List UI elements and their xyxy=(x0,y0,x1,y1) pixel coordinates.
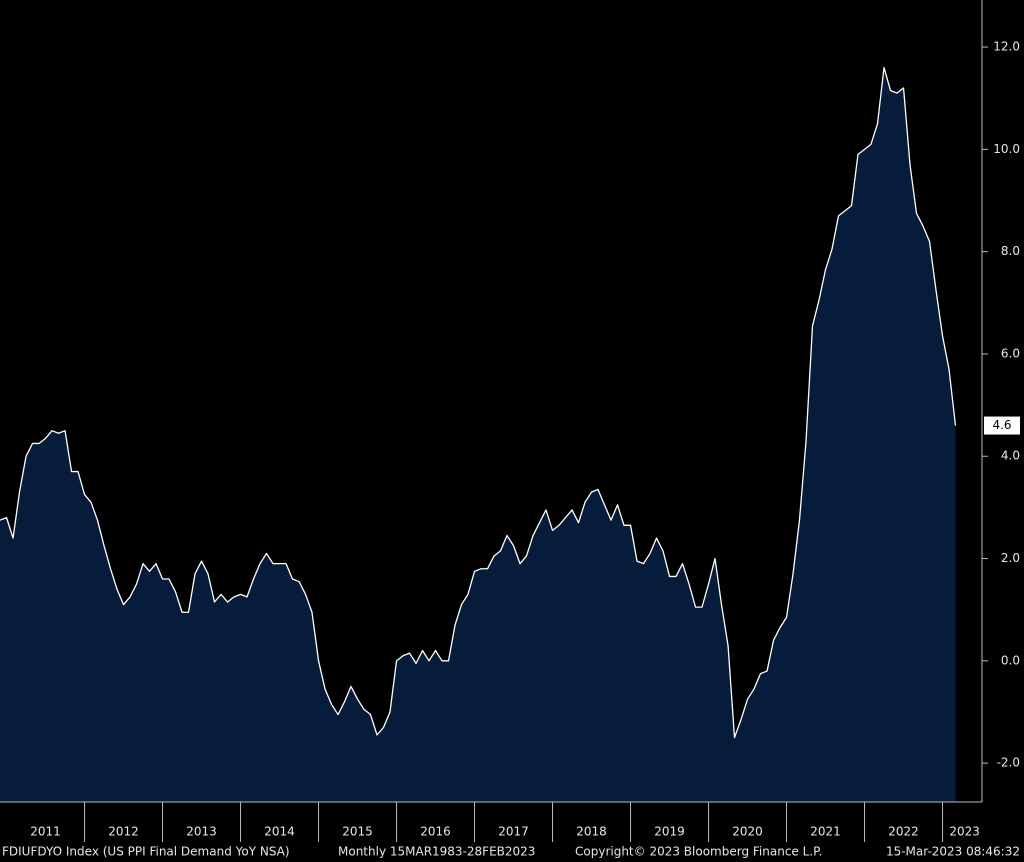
y-tick-label: 2.0 xyxy=(1001,551,1020,565)
x-tick-label: 2015 xyxy=(342,825,373,839)
x-tick-label: 2019 xyxy=(654,825,685,839)
y-tick-label: -2.0 xyxy=(997,756,1020,770)
x-tick-label: 2022 xyxy=(888,825,919,839)
footer-copyright: Copyright© 2023 Bloomberg Finance L.P. xyxy=(575,845,822,859)
x-tick-label: 2013 xyxy=(186,825,217,839)
x-tick-label: 2017 xyxy=(498,825,529,839)
area xyxy=(0,67,956,802)
footer-timestamp: 15-Mar-2023 08:46:32 xyxy=(886,845,1020,859)
x-tick-label: 2023 xyxy=(949,825,980,839)
footer-period: Monthly 15MAR1983-28FEB2023 xyxy=(338,845,535,859)
footer-index: FDIUFDYO Index (US PPI Final Demand YoY … xyxy=(2,845,290,859)
y-tick-label: 12.0 xyxy=(993,40,1020,54)
x-tick-label: 2011 xyxy=(30,825,61,839)
last-value-box xyxy=(984,416,1020,435)
y-tick-label: 10.0 xyxy=(993,142,1020,156)
line xyxy=(0,66,957,739)
x-tick-label: 2018 xyxy=(576,825,607,839)
x-tick-label: 2021 xyxy=(810,825,841,839)
y-tick-label: 8.0 xyxy=(1001,244,1020,258)
x-tick-label: 2012 xyxy=(108,825,139,839)
x-tick-label: 2016 xyxy=(420,825,451,839)
y-tick-label: 6.0 xyxy=(1001,346,1020,360)
x-tick-label: 2020 xyxy=(732,825,763,839)
y-tick-label: 4.0 xyxy=(1001,449,1020,463)
x-tick-label: 2014 xyxy=(264,825,295,839)
last-value-label: 4.6 xyxy=(992,418,1011,432)
y-tick-label: 0.0 xyxy=(1001,653,1020,667)
